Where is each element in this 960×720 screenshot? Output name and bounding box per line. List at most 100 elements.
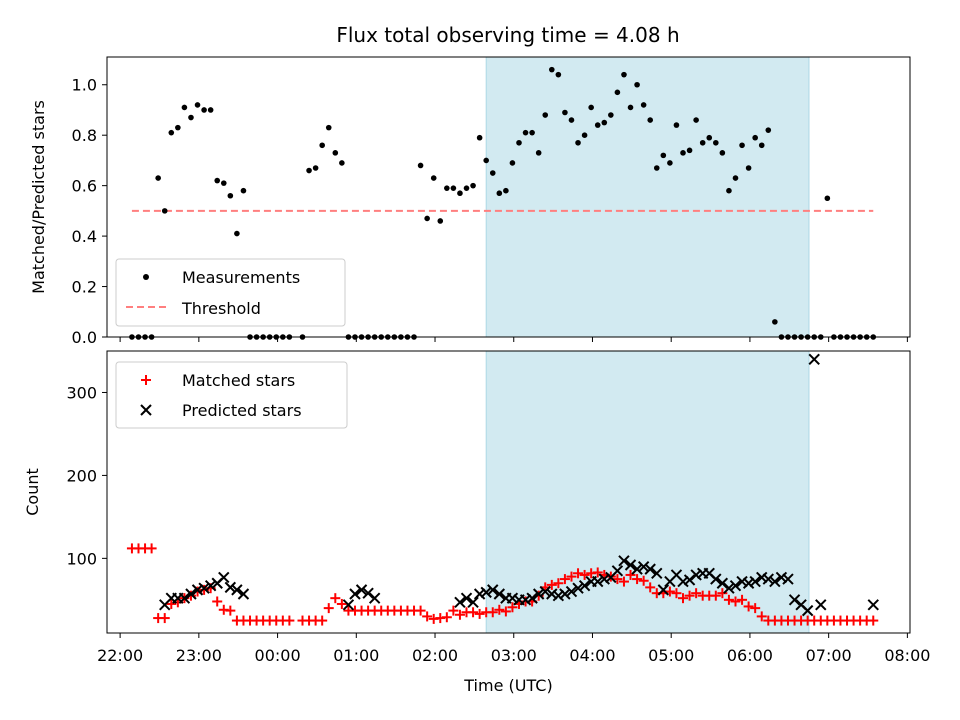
matched-point [678, 593, 689, 604]
cross-stroke [349, 588, 361, 600]
predicted-point [769, 575, 781, 588]
matched-point [474, 608, 485, 619]
measurement-point [621, 71, 627, 78]
predicted-point [867, 599, 879, 611]
cross-stroke [598, 573, 610, 585]
measurement-point [207, 107, 214, 113]
cross-stroke [592, 575, 604, 588]
legend-cross-glyph [140, 404, 152, 416]
measurement-point [535, 150, 542, 156]
cross-stroke [198, 582, 210, 594]
predicted-point [552, 589, 565, 602]
cross-stroke [736, 575, 748, 588]
predicted-point [224, 581, 237, 594]
predicted-point [742, 577, 755, 589]
cross-stroke [467, 596, 479, 609]
ratio-y-ticks: 0.0 0.2 0.4 0.6 0.8 1.0 [72, 76, 107, 347]
cross-stroke [644, 563, 656, 575]
ratio-panel-frame [106, 56, 911, 338]
matched-point [750, 603, 761, 614]
cross-stroke [454, 596, 466, 609]
predicted-point [611, 565, 624, 577]
matched-point [691, 588, 702, 599]
x-tick-label: 22:00 [97, 646, 143, 665]
predicted-point [565, 585, 578, 598]
predicted-point [572, 582, 584, 594]
predicted-point [677, 575, 689, 588]
measurement-point [686, 147, 693, 154]
predicted-point [532, 588, 545, 600]
predicted-point [644, 563, 656, 575]
predicted-point [618, 555, 630, 567]
predicted-point [637, 560, 650, 573]
legend-plus-glyph [141, 375, 151, 385]
predicted-point [539, 585, 551, 598]
predicted-point [801, 604, 814, 617]
measurement-point [306, 167, 312, 174]
measurement-point [463, 185, 470, 191]
measurement-point [594, 122, 601, 128]
predicted-point [775, 571, 788, 584]
matched-point [454, 609, 465, 620]
matched-point [468, 607, 479, 618]
predicted-point [506, 592, 519, 604]
matched-point [579, 569, 590, 580]
x-tick-label: 07:00 [806, 646, 852, 665]
measurement-point [476, 134, 483, 141]
cross-stroke [224, 581, 237, 594]
cross-stroke [578, 580, 591, 592]
cross-stroke [801, 604, 814, 617]
matched-point [625, 569, 636, 580]
measurement-point [758, 142, 765, 149]
measurement-point [503, 187, 509, 194]
predicted-point [526, 592, 538, 604]
matched-point [441, 612, 452, 623]
matched-point [573, 568, 584, 579]
cross-stroke [191, 584, 204, 596]
predicted-point [178, 592, 191, 604]
predicted-point [782, 573, 794, 585]
predicted-point [657, 584, 670, 596]
measurement-point [719, 150, 726, 156]
legend-matched-marker [141, 375, 151, 385]
cross-stroke [460, 592, 473, 604]
measurement-point [640, 102, 647, 108]
observing-window-shade-top [485, 56, 810, 338]
measurement-point [168, 129, 175, 136]
measurement-point [227, 192, 234, 199]
matched-point [494, 604, 505, 615]
cross-stroke [749, 575, 761, 588]
measurement-point [673, 122, 680, 128]
measurement-point [234, 230, 240, 237]
matched-point [159, 613, 170, 624]
measurement-point [726, 187, 732, 194]
cross-stroke [657, 584, 670, 596]
matched-point [756, 611, 767, 622]
matched-point [448, 605, 459, 616]
measurement-point [457, 190, 463, 197]
predicted-point [736, 575, 748, 588]
measurement-point [529, 129, 535, 136]
cross-stroke [782, 573, 794, 585]
legend-predicted-marker [140, 404, 152, 416]
count-panel: 100 200 300 22:00 23:00 00:00 01:00 02:00 03:00… [23, 350, 930, 695]
cross-stroke [342, 599, 355, 611]
x-tick-label: 23:00 [176, 646, 222, 665]
cross-stroke [178, 592, 191, 604]
y-tick-label: 0.6 [72, 177, 97, 196]
measurement-point [601, 119, 608, 126]
matched-point [664, 586, 675, 597]
matched-point [225, 605, 236, 616]
measurement-point [175, 124, 181, 131]
measurement-point [647, 117, 654, 123]
measurement-point [713, 139, 719, 146]
measurement-point [339, 160, 345, 166]
matched-point [284, 615, 295, 626]
cross-stroke [204, 580, 217, 592]
matched-point [743, 601, 754, 612]
count-marks [126, 353, 879, 626]
cross-stroke [480, 586, 492, 599]
predicted-point [237, 588, 250, 600]
cross-stroke [651, 567, 663, 579]
